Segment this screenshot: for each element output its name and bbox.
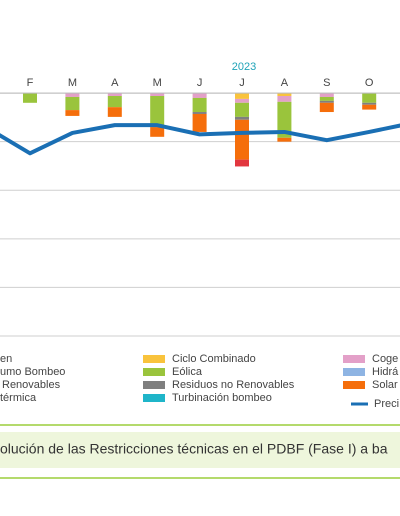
caption: olución de las Restricciones técnicas en… <box>0 441 388 457</box>
legend-swatch <box>143 368 165 376</box>
x-tick-label: A <box>111 77 119 89</box>
bar-segment <box>192 93 207 98</box>
x-tick-label: S <box>323 77 330 89</box>
bar-segment <box>23 93 37 103</box>
legend-label: Turbinación bombeo <box>172 392 272 404</box>
bar-segment <box>150 127 165 137</box>
bar-segment <box>65 93 80 97</box>
x-tick-label: F <box>27 77 34 89</box>
legend-swatch <box>343 381 365 389</box>
bar-segment <box>235 98 249 103</box>
legend-swatch <box>143 381 165 389</box>
legend-label: Ciclo Combinado <box>172 353 256 365</box>
legend-label: Eólica <box>172 366 203 378</box>
bar-segment <box>235 102 249 117</box>
bar-segment <box>65 110 80 116</box>
bar-segment <box>192 97 207 113</box>
legend-swatch <box>343 355 365 363</box>
price-line <box>0 123 400 156</box>
bar-segment <box>362 104 377 110</box>
legend-label: Solar <box>372 379 398 391</box>
bar-segment <box>107 95 122 108</box>
x-tick-label: J <box>197 77 203 89</box>
year-label: 2023 <box>232 61 256 73</box>
legend-swatch <box>143 394 165 402</box>
legend-swatch <box>143 355 165 363</box>
x-tick-label: M <box>68 77 77 89</box>
bar-segment <box>277 95 292 102</box>
legend-label: Renovables <box>2 379 61 391</box>
bar-segment <box>319 100 334 103</box>
legend-label: en <box>0 353 12 365</box>
bar-segment <box>277 93 292 96</box>
legend-label: Residuos no Renovables <box>172 379 295 391</box>
x-tick-label: M <box>153 77 162 89</box>
legend-label: umo Bombeo <box>0 366 65 378</box>
bar-segment <box>65 96 80 111</box>
bar-segment <box>277 137 292 142</box>
x-tick-label: O <box>365 77 374 89</box>
bar-segment <box>277 101 292 138</box>
x-tick-label: A <box>281 77 289 89</box>
legend-label: Coge <box>372 353 398 365</box>
legend-swatch <box>343 368 365 376</box>
bar-segment <box>192 112 207 114</box>
legend-label: Preci <box>374 398 399 410</box>
bar-segment <box>192 113 207 132</box>
bar-segment <box>319 93 334 97</box>
bar-segment <box>235 116 249 120</box>
legend-label: térmica <box>0 392 37 404</box>
bar-segment <box>107 107 122 117</box>
bar-segment <box>235 159 249 167</box>
bar-segment <box>107 93 122 96</box>
bar-segment <box>150 93 165 96</box>
bar-segment <box>235 93 249 99</box>
bar-segment <box>150 95 165 126</box>
caption-band <box>0 432 400 468</box>
bar-segment <box>319 96 334 101</box>
x-tick-label: J <box>239 77 245 89</box>
bar-segment <box>362 102 377 105</box>
bar-segment <box>319 102 334 113</box>
bar-segment <box>362 93 377 103</box>
bar-segment <box>235 119 249 160</box>
legend-label: Hidrá <box>372 366 399 378</box>
